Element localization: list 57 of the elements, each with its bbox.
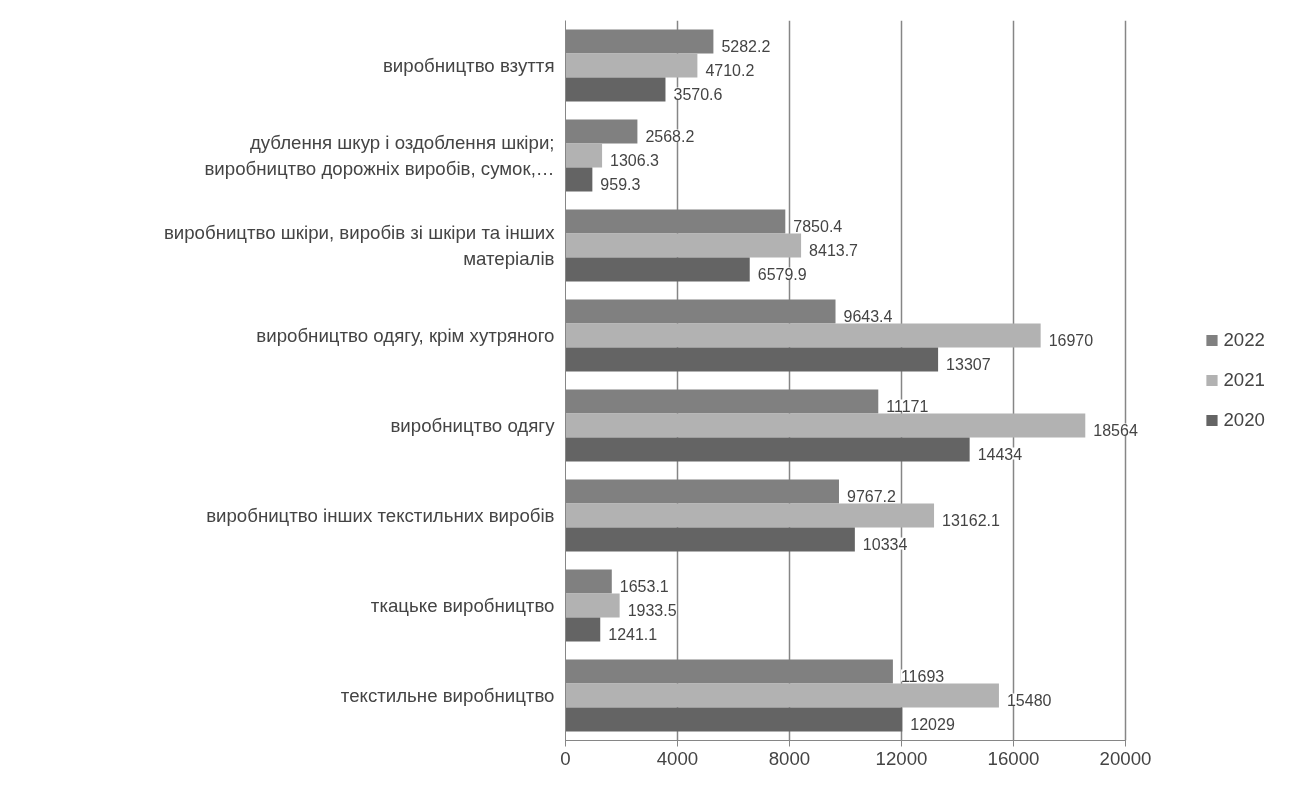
data-label: 13162.1 [942, 511, 1000, 529]
legend-label: 2022 [1223, 329, 1265, 351]
y-tick-label: ткацьке виробництво [370, 595, 555, 616]
bar [565, 683, 999, 708]
data-label: 959.3 [600, 175, 641, 193]
bar [565, 593, 620, 618]
data-label: 10334 [862, 535, 908, 553]
data-label: 11171 [886, 397, 929, 415]
data-label: 9767.2 [846, 487, 897, 505]
data-label: 8413.7 [809, 241, 859, 259]
y-tick-label: виробництво шкіри, виробів зі шкіри та інших матеріалів [163, 222, 556, 269]
data-label: 1933.5 [627, 601, 677, 619]
legend-label: 2021 [1223, 369, 1265, 391]
x-tick-label: 0 [560, 747, 571, 769]
x-tick-label: 4000 [656, 747, 699, 769]
bar [565, 413, 1086, 438]
y-tick-label: виробництво інших текстильних виробів [206, 505, 555, 526]
data-label: 1653.1 [619, 577, 669, 595]
data-label: 11693 [900, 667, 945, 685]
y-tick-label: дублення шкур і оздоблення шкіри; виробництво дорожніх виробів, сумок,… [204, 132, 555, 179]
x-tick-label: 12000 [875, 747, 928, 769]
bar [565, 617, 601, 642]
data-label: 16970 [1048, 331, 1094, 349]
bar [565, 527, 855, 552]
data-label: 7850.4 [793, 217, 843, 235]
bar [565, 347, 939, 372]
bar [565, 257, 750, 282]
bar [565, 53, 698, 78]
bar [565, 143, 603, 168]
x-tick-label: 16000 [987, 747, 1040, 769]
bar [565, 233, 802, 258]
x-tick-label: 20000 [1099, 747, 1152, 769]
data-label: 5282.2 [721, 37, 771, 55]
data-label: 4710.2 [705, 61, 755, 79]
legend-label: 2020 [1223, 409, 1265, 431]
data-label: 9643.4 [843, 307, 893, 325]
data-label: 1241.1 [608, 625, 658, 643]
y-tick-label: виробництво одягу, крім хутряного [256, 325, 555, 346]
data-label: 1306.3 [610, 151, 660, 169]
bar [565, 167, 593, 192]
bar [565, 707, 903, 732]
bar [565, 77, 666, 102]
x-tick-label: 8000 [768, 747, 811, 769]
y-tick-label: виробництво одягу [390, 415, 556, 436]
data-label: 2568.2 [645, 127, 695, 145]
data-label: 13307 [946, 355, 991, 373]
bar [565, 503, 935, 528]
data-label: 12029 [910, 715, 955, 733]
data-label: 6579.9 [757, 265, 807, 283]
bar [565, 437, 970, 462]
bar [565, 323, 1041, 348]
data-label: 14434 [977, 445, 1023, 463]
y-tick-label: виробництво взуття [382, 55, 555, 76]
data-label: 15480 [1006, 691, 1052, 709]
y-tick-label: текстильне виробництво [340, 685, 555, 706]
data-label: 18564 [1093, 421, 1138, 439]
data-label: 3570.6 [673, 85, 723, 103]
